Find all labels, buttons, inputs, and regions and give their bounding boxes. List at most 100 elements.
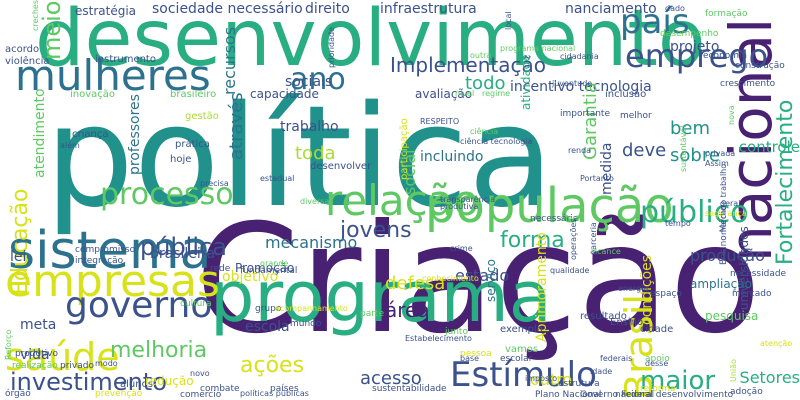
word-novo: novo — [190, 369, 210, 378]
word-participacao: participação — [399, 118, 410, 180]
word-meta: meta — [20, 317, 57, 333]
word-sobre: sobre — [670, 145, 720, 166]
word-tempo: tempo — [665, 219, 691, 228]
word-seguranca: segurança — [705, 209, 747, 218]
word-servico: serviço — [484, 259, 498, 302]
word-processo: processo — [100, 177, 234, 212]
word-instrumento: instrumento — [95, 54, 156, 65]
word-politicas-publicas: políticas públicas — [240, 389, 309, 398]
word-reducao: redução — [145, 374, 194, 388]
word-estadual: estadual — [260, 174, 295, 183]
word-desse: desse — [645, 359, 669, 368]
word-combate: combate — [200, 384, 240, 394]
word-hoje: hoje — [170, 154, 192, 165]
word-grupo: grupo — [255, 304, 282, 314]
word-programa-nacional: programa nacional — [500, 44, 576, 53]
word-base: base — [460, 354, 480, 363]
word-juventude: juventude — [552, 79, 593, 88]
word-estabelecimento: Estabelecimento — [405, 334, 472, 343]
word-populacao: população — [425, 178, 674, 234]
word-professores: professores — [127, 94, 143, 175]
word-paises: países — [270, 384, 299, 394]
word-sistema: sistema — [8, 221, 212, 281]
word-creches: creches — [31, 0, 40, 31]
word-privada: privada — [705, 149, 736, 158]
word-politica: política — [45, 76, 554, 239]
word-incluindo: incluindo — [420, 149, 484, 165]
word-orgao: órgão — [5, 389, 31, 399]
word-prioridade: prioridade — [327, 27, 336, 68]
word-parte: parte — [360, 309, 384, 319]
word-produtiva: produtiva — [440, 202, 479, 211]
word-importante: importante — [560, 109, 611, 119]
word-melhoria: melhoria — [110, 338, 208, 363]
word-assim: Assim — [705, 159, 729, 168]
word-pais: país — [620, 2, 690, 42]
word-toda: toda — [295, 143, 336, 164]
word-conhecimento: conhecimento — [422, 274, 479, 283]
word-objetivo: objetivo — [222, 269, 279, 285]
word-todo: todo — [465, 73, 506, 94]
word-construcao: construção — [735, 61, 785, 71]
word-implementacao: Implementação — [390, 53, 546, 77]
word-geral: geral — [720, 199, 741, 208]
word-uniao: União — [729, 359, 738, 382]
word-outro: outro — [530, 370, 573, 389]
word-mercado: mercado — [732, 289, 772, 299]
word-atividade: atividade — [519, 54, 533, 110]
word-estado: estado — [455, 266, 510, 285]
word-transparencia: transparência — [440, 195, 496, 204]
word-defesa: defesa — [385, 273, 446, 294]
word-governo-federal: Governo Federal — [580, 390, 655, 400]
word-rede: rede — [210, 264, 231, 274]
word-recursos: recursos — [220, 26, 239, 95]
word-apoio: apoio — [645, 354, 670, 364]
word-meio: meio — [38, 0, 66, 60]
word-capacidade: capacidade — [250, 87, 319, 101]
word-desempenho: desempenho — [660, 29, 719, 39]
word-integracao: integração — [75, 256, 124, 266]
word-energia: energia — [618, 284, 649, 293]
word-resultado: resultado — [580, 311, 627, 322]
word-outra: outra — [470, 51, 492, 60]
word-qualidade: qualidade — [550, 266, 590, 275]
word-comercio: comercio — [180, 390, 222, 400]
word-area: área — [385, 298, 430, 322]
word-alem: além — [60, 141, 80, 150]
word-avaliacao: avaliação — [415, 87, 473, 101]
word-lei: lei — [10, 249, 27, 265]
word-pratica: prática — [175, 139, 210, 150]
word-exemplo: exemplo — [500, 324, 543, 335]
word-escola: escola — [245, 319, 290, 335]
word-operacoes: operações — [569, 218, 578, 260]
word-pessoa: pessoa — [460, 349, 492, 359]
word-publica: pública — [140, 233, 227, 261]
word-formacao: formação — [705, 9, 748, 19]
word-necessidade: necessidade — [730, 269, 787, 279]
word-junto: junto — [445, 327, 468, 337]
word-compromisso: compromisso — [75, 245, 136, 255]
word-portanto: Portanto — [580, 174, 614, 183]
word-sustentavel: sustentável — [679, 125, 688, 172]
word-jovens: jovens — [340, 218, 412, 243]
word-vida: vida — [20, 347, 50, 363]
word-gestao: gestão — [185, 111, 219, 122]
word-atendimento: atendimento — [32, 88, 48, 178]
word-mulheres: mulheres — [15, 51, 211, 100]
word-crime: crime — [450, 244, 473, 253]
word-ciencia: ciência — [470, 127, 499, 136]
word-dado: dado — [665, 4, 685, 13]
word-acompanhamento: acompanhamento — [275, 304, 348, 313]
word-producao: produção — [690, 246, 765, 265]
word-alcance: alcance — [590, 247, 621, 256]
word-melhor: melhor — [620, 111, 652, 121]
word-educacao: Educação — [8, 188, 33, 295]
word-prevencao: prevenção — [95, 389, 143, 399]
word-idade: idade — [590, 367, 613, 376]
word-espaco: espaço — [650, 289, 682, 299]
word-vamos: vamos — [505, 344, 539, 355]
word-infraestrutura: infraestrutura — [380, 1, 477, 17]
word-promocao: Promoção — [235, 261, 295, 275]
word-ano: ano — [290, 62, 346, 97]
